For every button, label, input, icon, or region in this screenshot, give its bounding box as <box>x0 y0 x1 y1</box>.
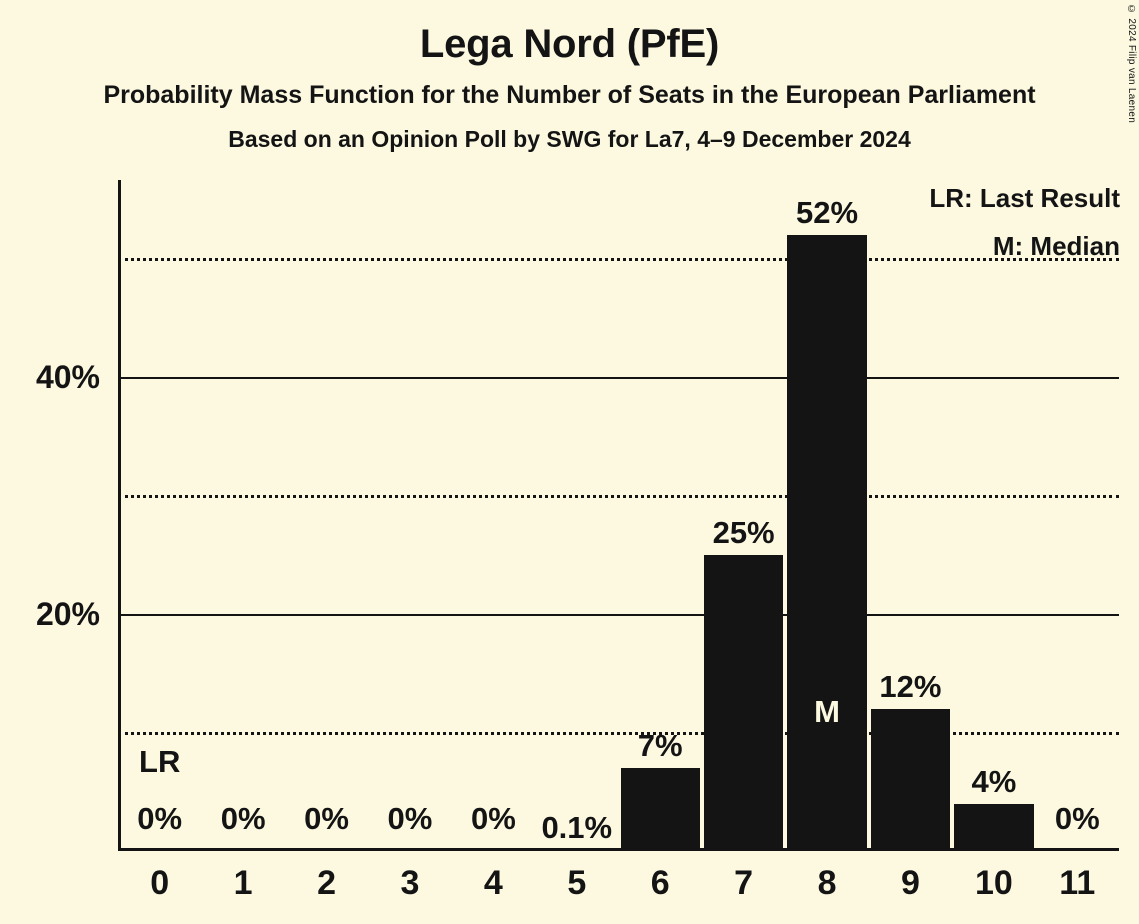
bar-value-label: 0.1% <box>541 809 613 845</box>
bar-value-label: 12% <box>879 668 942 704</box>
median-marker: M <box>814 694 840 729</box>
plot-area: 0% LR 0% 0% 0% 0% 0.1% 7% 25% 52% M 12% 4% 0% <box>118 180 1119 851</box>
bar-slot[interactable]: 0.1% <box>535 180 618 851</box>
x-tick-label-6: 6 <box>650 864 670 902</box>
bar[interactable] <box>870 708 951 851</box>
y-axis-line <box>118 180 121 851</box>
bar-slot[interactable]: 7% <box>619 180 702 851</box>
x-tick-label-9: 9 <box>900 864 920 902</box>
bar[interactable] <box>787 234 867 851</box>
chart-subtitle: Probability Mass Function for the Number… <box>103 81 1036 109</box>
bar-value-label: 4% <box>971 763 1017 799</box>
bar[interactable] <box>954 803 1034 851</box>
chart-legend: LR: Last Result M: Median <box>929 185 1120 281</box>
legend-entry-m: M: Median <box>992 231 1120 261</box>
bar-value-label: 7% <box>637 728 683 763</box>
bar-value-label: 0% <box>304 801 349 836</box>
bar-slot[interactable]: 0% <box>368 180 451 851</box>
bar[interactable] <box>703 554 784 851</box>
x-tick-label-11: 11 <box>1059 864 1096 902</box>
last-result-marker: LR <box>139 744 181 779</box>
bar-slot[interactable]: 0% <box>285 180 368 851</box>
x-tick-label-7: 7 <box>734 864 754 902</box>
bar-slot[interactable]: 0% <box>1036 180 1119 851</box>
bar[interactable] <box>537 849 617 851</box>
bar-value-label: 25% <box>712 514 775 550</box>
y-tick-label-20: 20% <box>35 595 100 632</box>
bar-value-label: 0% <box>137 801 183 836</box>
y-axis-labels: 20% 40% <box>0 180 110 851</box>
bar-series: 0% LR 0% 0% 0% 0% 0.1% 7% 25% 52% M 12% 4% 0% <box>118 180 1119 851</box>
bar-slot[interactable]: 4% <box>952 180 1035 851</box>
bar-slot[interactable]: 25% <box>702 180 785 851</box>
bar-value-label: 0% <box>220 801 266 836</box>
bar-value-label: 0% <box>387 801 433 836</box>
gridline-solid-40 <box>118 376 1119 379</box>
bar-slot[interactable]: 12% <box>869 180 952 851</box>
x-tick-label-5: 5 <box>567 864 587 902</box>
bar-value-label: 52% <box>796 194 859 230</box>
gridline-dotted-50 <box>118 258 1119 262</box>
bar-slot[interactable]: 0% <box>201 180 284 851</box>
gridline-dotted-10 <box>118 732 1119 736</box>
chart-source-line: Based on an Opinion Poll by SWG for La7,… <box>228 126 911 152</box>
bar-value-label: 0% <box>470 801 516 836</box>
bar-slot[interactable]: 0% <box>452 180 535 851</box>
bar-value-label: 0% <box>1054 801 1100 836</box>
legend-entry-lr: LR: Last Result <box>929 183 1120 213</box>
x-tick-label-4: 4 <box>483 864 503 902</box>
x-tick-label-1: 1 <box>233 864 253 902</box>
x-tick-label-0: 0 <box>150 864 170 902</box>
x-tick-label-2: 2 <box>317 864 336 902</box>
gridline-solid-20 <box>118 613 1119 616</box>
bar-slot[interactable]: 52% M <box>785 180 868 851</box>
gridline-dotted-30 <box>118 495 1119 499</box>
x-axis-labels: 0 1 2 3 4 5 6 7 8 9 10 11 <box>118 866 1119 916</box>
copyright-notice: © 2024 Filip van Laenen <box>1126 4 1137 124</box>
chart-title: Lega Nord (PfE) <box>419 22 720 66</box>
y-tick-label-40: 40% <box>35 358 100 395</box>
x-tick-label-8: 8 <box>817 864 837 902</box>
bar-slot[interactable]: 0% LR <box>118 180 201 851</box>
x-tick-label-10: 10 <box>974 864 1013 902</box>
title-block: Lega Nord (PfE) Probability Mass Functio… <box>0 0 1139 151</box>
x-tick-label-3: 3 <box>400 864 420 902</box>
bar[interactable] <box>620 768 700 851</box>
x-axis-line <box>118 848 1119 851</box>
